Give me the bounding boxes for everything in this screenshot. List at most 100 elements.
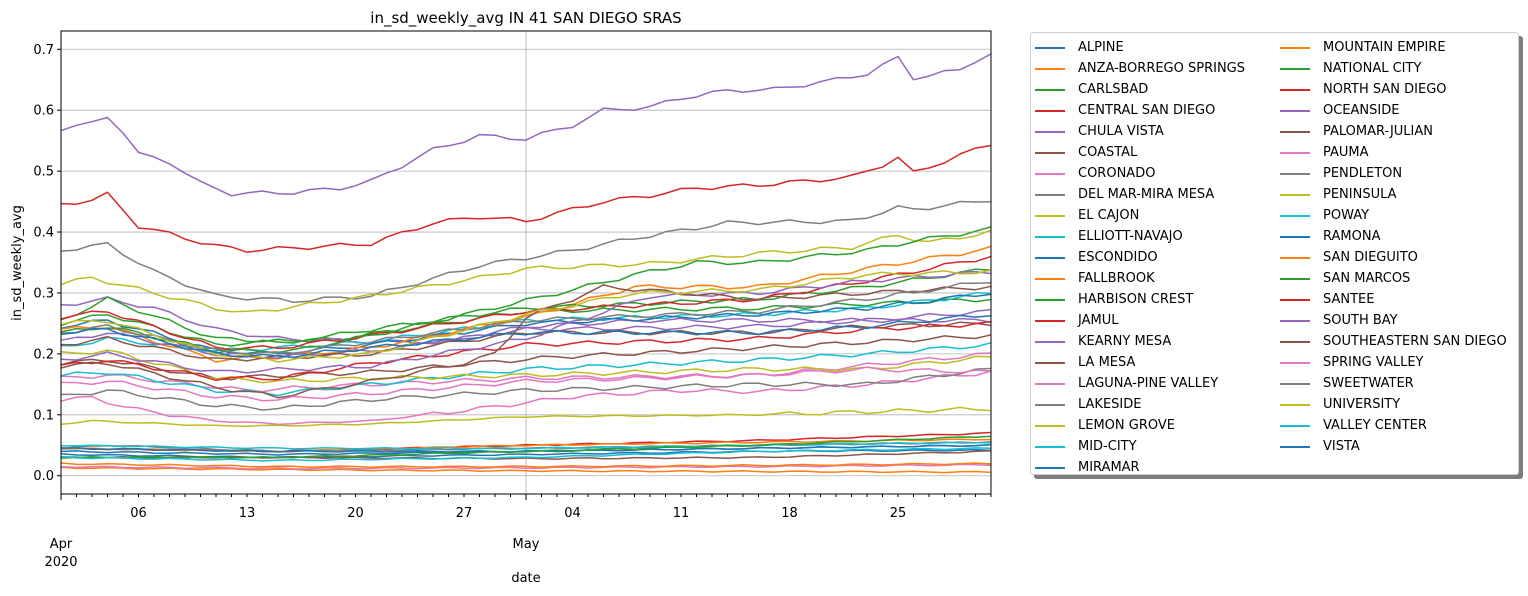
legend-label: PAUMA: [1323, 145, 1369, 160]
series-line-mid-city: [60, 342, 992, 397]
series-line-santee: [60, 320, 992, 382]
legend-label: ELLIOTT-NAVAJO: [1078, 229, 1183, 244]
legend-column-1: ALPINE ANZA-BORREGO SPRINGS CARLSBAD CENTRA…: [1035, 37, 1245, 478]
legend-label: NORTH SAN DIEGO: [1323, 82, 1447, 97]
legend-swatch: [1035, 130, 1065, 133]
legend-item: NATIONAL CITY: [1280, 58, 1507, 79]
legend-swatch: [1280, 277, 1310, 280]
legend-item: LA MESA: [1035, 352, 1245, 373]
legend-swatch: [1280, 46, 1310, 49]
series-line-ramona: [60, 443, 992, 453]
legend-swatch: [1035, 466, 1065, 469]
legend-swatch: [1280, 109, 1310, 112]
legend-label: CHULA VISTA: [1078, 124, 1164, 139]
legend-label: PALOMAR-JULIAN: [1323, 124, 1433, 139]
legend-item: CARLSBAD: [1035, 79, 1245, 100]
legend-label: LA MESA: [1078, 355, 1136, 370]
chart-legend: ALPINE ANZA-BORREGO SPRINGS CARLSBAD CENTRA…: [1030, 32, 1519, 475]
legend-label: COASTAL: [1078, 145, 1138, 160]
y-tick-label: 0.2: [33, 347, 54, 362]
legend-swatch: [1035, 193, 1065, 196]
y-tick-label: 0.6: [33, 104, 54, 119]
series-line-poway: [60, 441, 991, 450]
legend-item: SOUTHEASTERN SAN DIEGO: [1280, 331, 1507, 352]
series-line-lemon-grove: [60, 406, 992, 428]
x-axis-label: date: [511, 571, 540, 586]
series-line-south-bay: [60, 270, 992, 374]
legend-swatch: [1035, 109, 1065, 112]
legend-item: ANZA-BORREGO SPRINGS: [1035, 58, 1245, 79]
legend-swatch: [1280, 403, 1310, 406]
legend-swatch: [1035, 382, 1065, 385]
y-tick-label: 0.0: [33, 469, 54, 484]
legend-label: KEARNY MESA: [1078, 334, 1172, 349]
legend-item: UNIVERSITY: [1280, 394, 1507, 415]
x-tick-label: 11: [673, 506, 690, 521]
legend-swatch: [1035, 67, 1065, 70]
series-line-sweetwater: [60, 282, 992, 356]
legend-item: SANTEE: [1280, 289, 1507, 310]
legend-item: VALLEY CENTER: [1280, 415, 1507, 436]
legend-label: ANZA-BORREGO SPRINGS: [1078, 61, 1246, 76]
x-tick-label: 20: [347, 506, 364, 521]
legend-label: VALLEY CENTER: [1323, 418, 1427, 433]
series-line-el-cajon: [60, 229, 992, 313]
legend-label: NATIONAL CITY: [1323, 61, 1422, 76]
legend-swatch: [1035, 445, 1065, 448]
legend-swatch: [1280, 151, 1310, 154]
legend-item: ESCONDIDO: [1035, 247, 1245, 268]
legend-swatch: [1280, 235, 1310, 238]
y-tick-label: 0.4: [33, 226, 54, 241]
legend-swatch: [1280, 67, 1310, 70]
legend-item: MIRAMAR: [1035, 457, 1245, 478]
legend-item: POWAY: [1280, 205, 1507, 226]
y-tick-label: 0.3: [33, 286, 54, 301]
legend-swatch: [1035, 403, 1065, 406]
legend-swatch: [1280, 298, 1310, 301]
legend-swatch: [1035, 151, 1065, 154]
series-line-vista: [60, 314, 992, 359]
series-line-del-mar-mira-mesa: [60, 200, 992, 304]
x-major-tick-label: May: [513, 537, 540, 552]
legend-label: MOUNTAIN EMPIRE: [1323, 40, 1446, 55]
series-line-north-san-diego: [60, 144, 992, 253]
series-line-laguna-pine-valley: [60, 370, 992, 426]
legend-item: RAMONA: [1280, 226, 1507, 247]
legend-item: HARBISON CREST: [1035, 289, 1245, 310]
legend-swatch: [1035, 214, 1065, 217]
legend-label: FALLBROOK: [1078, 271, 1155, 286]
x-tick-label: 06: [130, 506, 147, 521]
legend-label: ALPINE: [1078, 40, 1124, 55]
legend-item: MOUNTAIN EMPIRE: [1280, 37, 1507, 58]
y-tick-label: 0.5: [33, 165, 54, 180]
series-line-valley-center: [60, 447, 992, 462]
legend-item: PAUMA: [1280, 142, 1507, 163]
legend-item: JAMUL: [1035, 310, 1245, 331]
legend-column-2: MOUNTAIN EMPIRE NATIONAL CITY NORTH SAN DI…: [1280, 37, 1507, 457]
series-line-la-mesa: [60, 321, 992, 362]
legend-swatch: [1280, 424, 1310, 427]
series-line-harbison-crest: [60, 268, 992, 343]
legend-label: SAN MARCOS: [1323, 271, 1411, 286]
y-tick-label: 0.7: [33, 43, 54, 58]
legend-label: SOUTH BAY: [1323, 313, 1398, 328]
series-line-peninsula: [60, 349, 992, 384]
legend-label: RAMONA: [1323, 229, 1381, 244]
legend-label: EL CAJON: [1078, 208, 1140, 223]
y-tick-label: 0.1: [33, 408, 54, 423]
legend-label: LEMON GROVE: [1078, 418, 1175, 433]
legend-item: SWEETWATER: [1280, 373, 1507, 394]
legend-label: ESCONDIDO: [1078, 250, 1158, 265]
legend-label: CARLSBAD: [1078, 82, 1149, 97]
legend-label: MIRAMAR: [1078, 460, 1140, 475]
legend-item: SAN MARCOS: [1280, 268, 1507, 289]
legend-item: NORTH SAN DIEGO: [1280, 79, 1507, 100]
legend-item: EL CAJON: [1035, 205, 1245, 226]
x-tick-label: 25: [890, 506, 907, 521]
legend-item: CHULA VISTA: [1035, 121, 1245, 142]
legend-swatch: [1035, 277, 1065, 280]
legend-item: CENTRAL SAN DIEGO: [1035, 100, 1245, 121]
legend-swatch: [1035, 298, 1065, 301]
legend-swatch: [1280, 172, 1310, 175]
legend-item: LEMON GROVE: [1035, 415, 1245, 436]
